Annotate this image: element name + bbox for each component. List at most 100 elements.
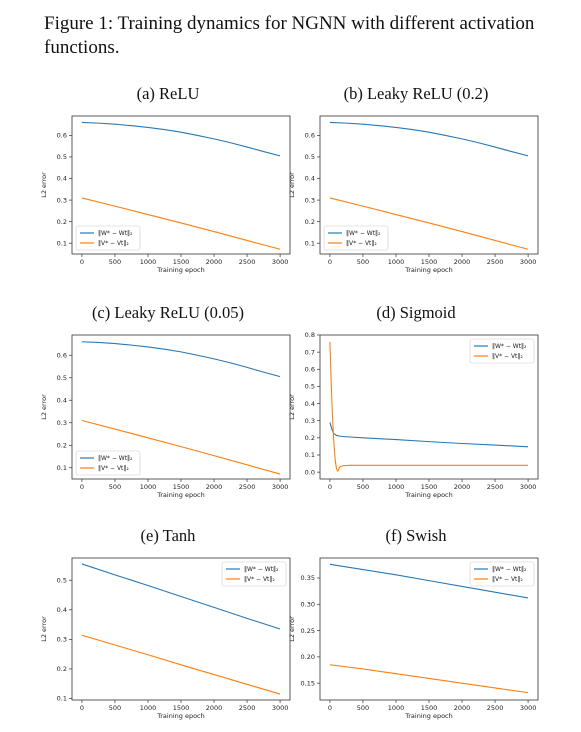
series-line-w	[329, 121, 529, 157]
y-tick-label: 0.6	[305, 365, 315, 373]
legend-label-v: ‖V* − Vt‖₂	[346, 240, 377, 247]
chart-leaky02: 0 500 1000 1500 2000 2500 3000 0.1 0.2 0.3 0.4 0.5 0…	[288, 115, 539, 274]
x-tick-label: 1000	[388, 483, 405, 491]
y-tick-label: 0.2	[57, 665, 67, 673]
series-line-w	[81, 563, 281, 630]
x-tick-label: 500	[109, 483, 121, 491]
series-line-v	[81, 197, 281, 250]
y-tick-label: 0.15	[301, 679, 315, 687]
subplot-title-leaky-02: (b) Leaky ReLU (0.2)	[343, 84, 489, 103]
y-tick-label: 0.3	[57, 196, 67, 204]
legend-label-v: ‖V* − Vt‖₂	[492, 576, 523, 583]
y-tick-label: 0.1	[305, 239, 315, 247]
series-line-v	[329, 197, 529, 250]
legend-label-w: ‖W* − Wt‖₂	[346, 230, 381, 237]
x-tick-label: 2500	[239, 483, 256, 491]
x-tick-label: 0	[328, 483, 332, 491]
chart-sigmoid: 0 500 1000 1500 2000 2500 3000 0.0 0.1 0.2 0.3 0.4 0…	[288, 331, 539, 499]
y-tick-label: 0.4	[57, 606, 67, 614]
x-tick-label: 1500	[421, 483, 438, 491]
y-tick-label: 0.25	[301, 627, 315, 635]
x-tick-label: 500	[357, 704, 369, 712]
y-axis-label: L2 error	[288, 172, 296, 198]
x-tick-label: 500	[109, 258, 121, 266]
y-tick-label: 0.2	[57, 441, 67, 449]
legend-label-w: ‖W* − Wt‖₂	[98, 455, 133, 462]
y-tick-label: 0.1	[57, 695, 67, 703]
legend: ‖W* − Wt‖₂ ‖V* − Vt‖₂	[221, 561, 287, 587]
chart-swish: 0 500 1000 1500 2000 2500 3000 0.15 0.20 0.25 0.30…	[288, 557, 539, 720]
legend-label-v: ‖V* − Vt‖₂	[98, 465, 129, 472]
x-tick-label: 1000	[140, 258, 157, 266]
chart-tanh: 0 500 1000 1500 2000 2500 3000 0.1 0.2 0.3 0.4 0.5 T…	[40, 557, 291, 720]
y-tick-label: 0.5	[57, 153, 67, 161]
x-tick-label: 2500	[239, 258, 256, 266]
y-tick-label: 0.3	[305, 417, 315, 425]
series-line-v	[329, 664, 529, 694]
y-axis-label: L2 error	[40, 394, 48, 420]
legend-box	[75, 225, 141, 251]
legend-box	[75, 450, 141, 476]
x-axis-label: Training epoch	[404, 491, 453, 499]
x-tick-label: 3000	[520, 704, 537, 712]
x-tick-label: 2500	[239, 704, 256, 712]
y-tick-label: 0.3	[57, 636, 67, 644]
x-tick-label: 2000	[206, 258, 223, 266]
x-tick-label: 3000	[272, 483, 289, 491]
x-tick-label: 2000	[454, 258, 471, 266]
y-tick-label: 0.5	[305, 383, 315, 391]
x-axis-label: Training epoch	[156, 491, 205, 499]
x-tick-label: 1000	[140, 704, 157, 712]
y-tick-label: 0.2	[305, 218, 315, 226]
series-line-w	[329, 422, 529, 448]
legend: ‖W* − Wt‖₂ ‖V* − Vt‖₂	[323, 225, 389, 251]
x-tick-label: 2500	[487, 258, 504, 266]
series-line-w	[81, 121, 281, 157]
x-tick-label: 2500	[487, 704, 504, 712]
y-tick-label: 0.5	[57, 576, 67, 584]
subplot-title-swish: (f) Swish	[385, 526, 447, 545]
subplot-title-relu: (a) ReLU	[136, 84, 200, 103]
y-tick-label: 0.1	[305, 451, 315, 459]
x-tick-label: 3000	[272, 258, 289, 266]
y-axis-label: L2 error	[40, 172, 48, 198]
x-tick-label: 1000	[140, 483, 157, 491]
y-tick-label: 0.6	[57, 132, 67, 140]
legend-label-w: ‖W* − Wt‖₂	[244, 566, 279, 573]
x-tick-label: 2000	[206, 483, 223, 491]
x-tick-label: 1000	[388, 704, 405, 712]
legend: ‖W* − Wt‖₂ ‖V* − Vt‖₂	[75, 225, 141, 251]
x-tick-label: 0	[328, 258, 332, 266]
x-tick-label: 1500	[173, 258, 190, 266]
x-tick-label: 3000	[520, 258, 537, 266]
chart-leaky005: 0 500 1000 1500 2000 2500 3000 0.1 0.2 0.3 0.4 0.5 0…	[40, 334, 291, 499]
chart-relu: 0 500 1000 1500 2000 2500 3000 0.1 0.2 0.3 0.4 0.5 0…	[40, 115, 291, 274]
x-axis-label: Training epoch	[404, 266, 453, 274]
x-tick-label: 0	[80, 483, 84, 491]
y-tick-label: 0.5	[57, 374, 67, 382]
x-tick-label: 2000	[454, 483, 471, 491]
x-tick-label: 0	[328, 704, 332, 712]
y-tick-label: 0.2	[57, 218, 67, 226]
y-tick-label: 0.7	[305, 348, 315, 356]
legend-box	[221, 561, 287, 587]
x-tick-label: 0	[80, 704, 84, 712]
legend: ‖W* − Wt‖₂ ‖V* − Vt‖₂	[469, 338, 535, 364]
x-tick-label: 0	[80, 258, 84, 266]
x-tick-label: 1500	[421, 258, 438, 266]
y-tick-label: 0.1	[57, 464, 67, 472]
y-tick-label: 0.5	[305, 153, 315, 161]
y-tick-label: 0.0	[305, 468, 315, 476]
legend-label-v: ‖V* − Vt‖₂	[492, 353, 523, 360]
y-tick-label: 0.4	[305, 400, 315, 408]
x-tick-label: 2500	[487, 483, 504, 491]
legend-box	[469, 561, 535, 587]
legend-box	[323, 225, 389, 251]
x-tick-label: 3000	[272, 704, 289, 712]
x-tick-label: 1000	[388, 258, 405, 266]
y-tick-label: 0.8	[305, 331, 315, 339]
y-axis-label: L2 error	[288, 394, 296, 420]
y-tick-label: 0.2	[305, 434, 315, 442]
y-tick-label: 0.30	[301, 600, 315, 608]
